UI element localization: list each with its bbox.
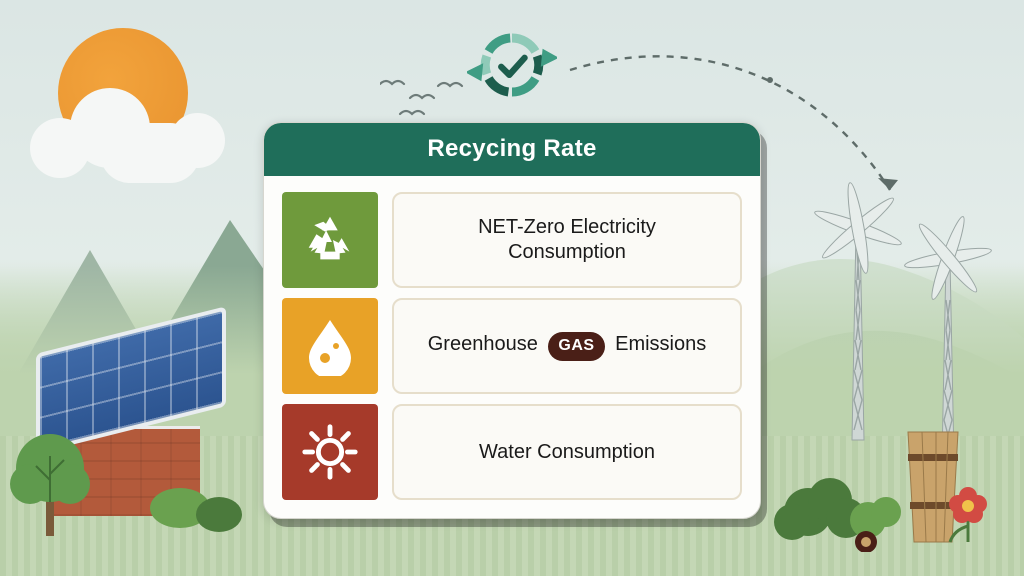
scene: Recycing Rate	[0, 0, 1024, 576]
recycle-badge-icon	[467, 20, 557, 110]
recycle-icon	[282, 192, 378, 288]
card-title: Recycing Rate	[264, 123, 760, 176]
metric-row: NET-Zero Electricity Consumption	[392, 192, 742, 288]
metric-label: NET-Zero Electricity Consumption	[478, 215, 656, 265]
gas-pill: GAS	[548, 332, 604, 361]
foreground-right	[768, 392, 988, 552]
label-column: NET-Zero Electricity Consumption Greenho…	[392, 192, 742, 500]
metric-row: Greenhouse GAS Emissions	[392, 298, 742, 394]
metric-label: Water Consumption	[479, 440, 655, 465]
metric-label: Greenhouse GAS Emissions	[428, 332, 707, 361]
icon-column	[282, 192, 378, 500]
gear-icon	[282, 404, 378, 500]
metrics-card: Recycing Rate	[263, 122, 761, 519]
metric-row: Water Consumption	[392, 404, 742, 500]
bush	[196, 497, 242, 532]
cloud-icon	[30, 108, 230, 178]
card-body: NET-Zero Electricity Consumption Greenho…	[264, 176, 760, 518]
tree-left	[6, 406, 96, 546]
drop-icon	[282, 298, 378, 394]
